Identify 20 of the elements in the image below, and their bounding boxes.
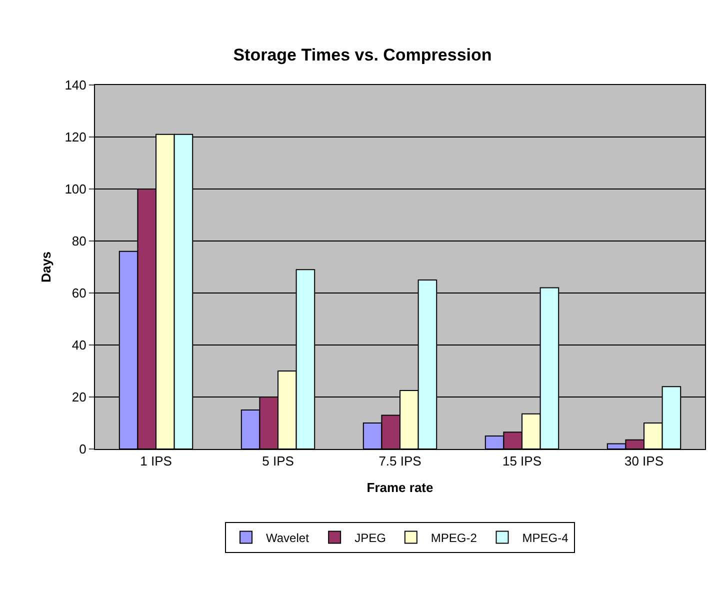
y-tick-label: 80: [72, 234, 86, 249]
x-tick-label: 15 IPS: [502, 454, 542, 469]
legend-label: JPEG: [354, 530, 386, 545]
x-tick-label: 30 IPS: [624, 454, 664, 469]
y-tick-label: 40: [72, 338, 86, 353]
y-tick-label: 60: [72, 286, 86, 301]
legend-label: Wavelet: [266, 530, 310, 545]
legend-label: MPEG-4: [522, 530, 569, 545]
x-tick-label: 1 IPS: [140, 454, 172, 469]
y-tick-label: 120: [64, 130, 86, 145]
x-tick-label: 5 IPS: [262, 454, 294, 469]
x-axis-title: Frame rate: [366, 480, 434, 496]
y-tick-label: 20: [72, 390, 86, 405]
y-tick-label: 100: [64, 182, 86, 197]
y-axis-title: Days: [38, 251, 54, 283]
y-tick-label: 0: [79, 442, 86, 457]
legend-label: MPEG-2: [430, 530, 478, 545]
chart-title: Storage Times vs. Compression: [233, 46, 492, 65]
y-tick-label: 140: [64, 78, 86, 93]
x-tick-label: 7.5 IPS: [378, 454, 422, 469]
